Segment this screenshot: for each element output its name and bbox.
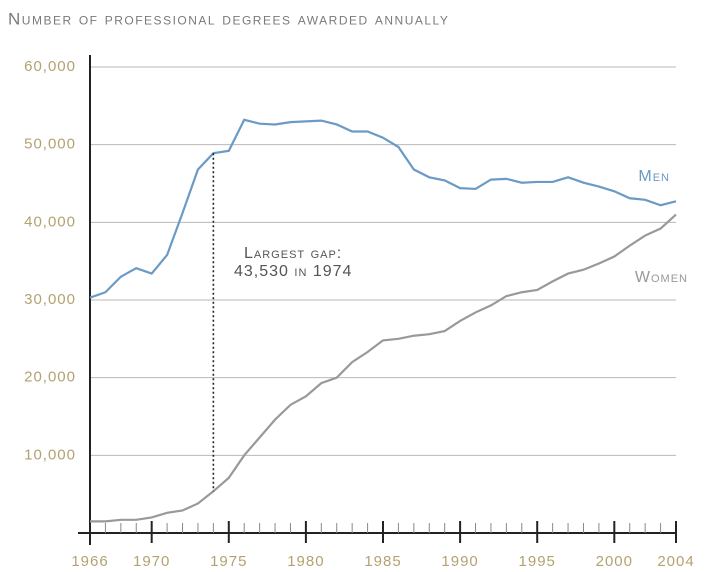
x-tick-label: 1990	[441, 553, 478, 570]
x-tick-label: 2000	[596, 553, 633, 570]
series-label: Men	[638, 168, 670, 185]
chart-title: Number of professional degrees awarded a…	[8, 9, 449, 28]
x-tick-label: 2004	[657, 553, 694, 570]
x-tick-label: 1980	[287, 553, 324, 570]
annotation: 43,530 in 1974	[234, 263, 352, 280]
x-tick-label: 1966	[71, 553, 108, 570]
line-1	[90, 213, 677, 523]
x-tick-label: 1985	[364, 553, 401, 570]
y-tick-label: 20,000	[24, 369, 76, 386]
x-tick-label: 1975	[210, 553, 247, 570]
y-tick-label: 40,000	[24, 213, 76, 230]
y-tick-label: 60,000	[24, 58, 76, 75]
y-tick-label: 10,000	[24, 446, 76, 463]
series-label: Women	[635, 269, 688, 286]
line-0	[89, 118, 677, 299]
annotation: Largest gap:	[244, 245, 342, 262]
y-tick-label: 50,000	[24, 136, 76, 153]
x-tick-label: 1970	[133, 553, 170, 570]
y-tick-label: 30,000	[24, 291, 76, 308]
x-tick-label: 1995	[519, 553, 556, 570]
